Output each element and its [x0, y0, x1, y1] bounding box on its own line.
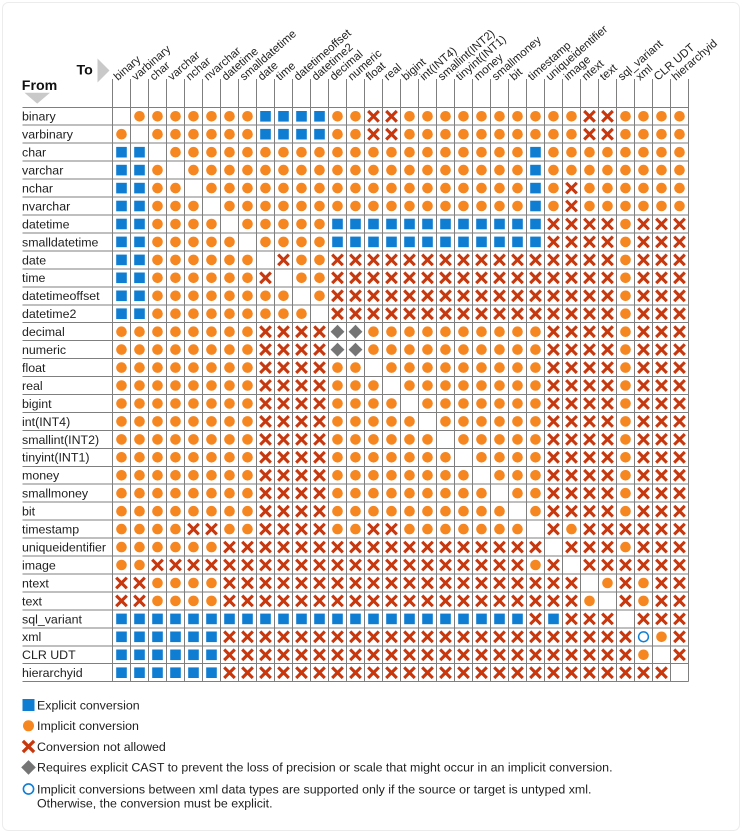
svg-text:nvarchar: nvarchar — [22, 199, 70, 213]
svg-text:ntext: ntext — [22, 576, 49, 590]
svg-text:image: image — [22, 558, 56, 572]
svg-text:date: date — [22, 253, 46, 267]
svg-text:varbinary: varbinary — [22, 128, 74, 142]
svg-text:float: float — [22, 361, 46, 375]
svg-text:datetimeoffset: datetimeoffset — [22, 289, 100, 303]
svg-text:smallint(INT2): smallint(INT2) — [22, 433, 99, 447]
svg-text:bit: bit — [22, 505, 36, 519]
svg-text:timestamp: timestamp — [22, 523, 79, 537]
svg-text:From: From — [22, 78, 57, 94]
svg-text:varchar: varchar — [22, 164, 63, 178]
svg-text:hierarchyid: hierarchyid — [22, 666, 83, 680]
svg-text:text: text — [22, 594, 43, 608]
svg-text:uniqueidentifier: uniqueidentifier — [22, 541, 106, 555]
svg-text:Otherwise, the conversion must: Otherwise, the conversion must be explic… — [37, 797, 273, 811]
svg-text:xml: xml — [22, 630, 41, 644]
svg-text:real: real — [22, 379, 43, 393]
svg-text:Explicit conversion: Explicit conversion — [37, 698, 140, 712]
svg-text:CLR UDT: CLR UDT — [22, 648, 76, 662]
svg-text:datetime: datetime — [22, 217, 70, 231]
svg-text:bigint: bigint — [22, 397, 52, 411]
svg-text:nchar: nchar — [22, 182, 53, 196]
svg-text:money: money — [22, 469, 60, 483]
svg-text:sql_variant: sql_variant — [22, 612, 82, 626]
svg-text:tinyint(INT1): tinyint(INT1) — [22, 451, 89, 465]
svg-text:Implicit conversions between x: Implicit conversions between xml data ty… — [37, 782, 591, 796]
svg-text:Conversion not allowed: Conversion not allowed — [37, 740, 166, 754]
svg-text:binary: binary — [22, 110, 57, 124]
svg-text:Requires explicit CAST to prev: Requires explicit CAST to prevent the lo… — [37, 761, 613, 775]
svg-text:decimal: decimal — [22, 325, 65, 339]
svg-text:Implicit conversion: Implicit conversion — [37, 719, 139, 733]
svg-text:smalldatetime: smalldatetime — [22, 235, 99, 249]
svg-text:numeric: numeric — [22, 343, 66, 357]
svg-text:time: time — [22, 271, 46, 285]
svg-text:To: To — [77, 63, 94, 79]
svg-text:int(INT4): int(INT4) — [22, 415, 70, 429]
svg-text:char: char — [22, 146, 46, 160]
svg-text:datetime2: datetime2 — [22, 307, 77, 321]
svg-text:smallmoney: smallmoney — [22, 487, 89, 501]
